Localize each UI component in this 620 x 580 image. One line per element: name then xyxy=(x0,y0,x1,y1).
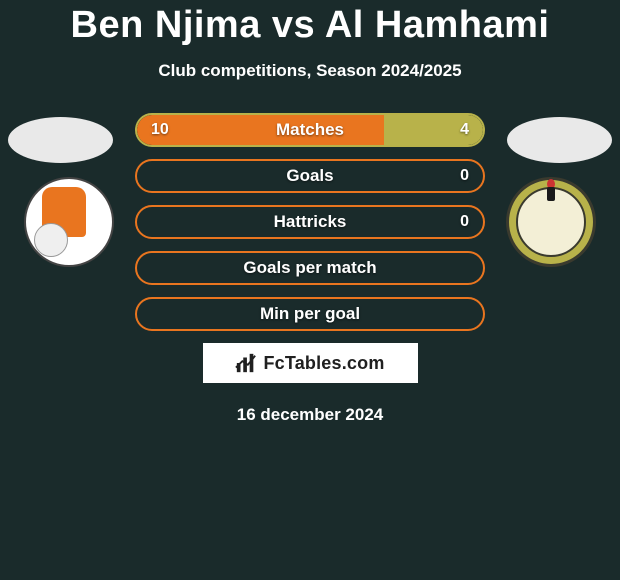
club-logo-right xyxy=(506,177,596,267)
player-avatar-right xyxy=(507,117,612,163)
club-logo-left xyxy=(24,177,114,267)
player-avatar-left xyxy=(8,117,113,163)
stat-row: Goals per match xyxy=(135,251,485,285)
stat-row: 104Matches xyxy=(135,113,485,147)
stat-label: Min per goal xyxy=(137,299,483,329)
stat-bars: 104Matches 0Goals 0Hattricks Goals per matc… xyxy=(135,113,485,331)
comparison-panel: 104Matches 0Goals 0Hattricks Goals per matc… xyxy=(0,113,620,425)
stat-label: Hattricks xyxy=(137,207,483,237)
stat-row: 0Hattricks xyxy=(135,205,485,239)
subtitle: Club competitions, Season 2024/2025 xyxy=(0,61,620,81)
stat-label: Matches xyxy=(137,115,483,145)
generated-date: 16 december 2024 xyxy=(0,405,620,425)
branding: FcTables.com xyxy=(203,343,418,383)
stat-label: Goals per match xyxy=(137,253,483,283)
stat-label: Goals xyxy=(137,161,483,191)
branding-text: FcTables.com xyxy=(263,353,384,374)
stat-row: Min per goal xyxy=(135,297,485,331)
stat-row: 0Goals xyxy=(135,159,485,193)
bar-chart-icon xyxy=(235,352,257,374)
page-title: Ben Njima vs Al Hamhami xyxy=(0,0,620,47)
